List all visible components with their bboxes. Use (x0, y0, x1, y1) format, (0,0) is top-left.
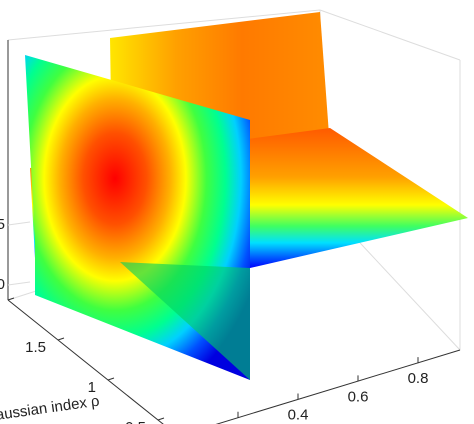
lower-slice (120, 262, 250, 380)
y-axis (7, 299, 164, 424)
z-tick-label: 5 (0, 216, 5, 233)
y-tick-label: 0.5 (125, 419, 146, 424)
x-tick-label: 0.4 (288, 407, 309, 424)
x-axis-label: aussian index ρ (0, 393, 101, 424)
y-tick-label: 1.5 (25, 339, 46, 356)
y-tick-label: 1 (88, 379, 96, 396)
x-tick-label: 0.6 (348, 388, 369, 405)
y-tick (57, 337, 65, 341)
y-tick (157, 417, 165, 421)
x-axis (215, 349, 461, 424)
grid-line (7, 221, 31, 226)
y-tick (7, 297, 15, 301)
y-tick (107, 377, 115, 381)
grid-line (7, 281, 31, 286)
x-tick-label: 0.8 (408, 370, 429, 387)
z-tick-label: 0 (0, 276, 5, 293)
